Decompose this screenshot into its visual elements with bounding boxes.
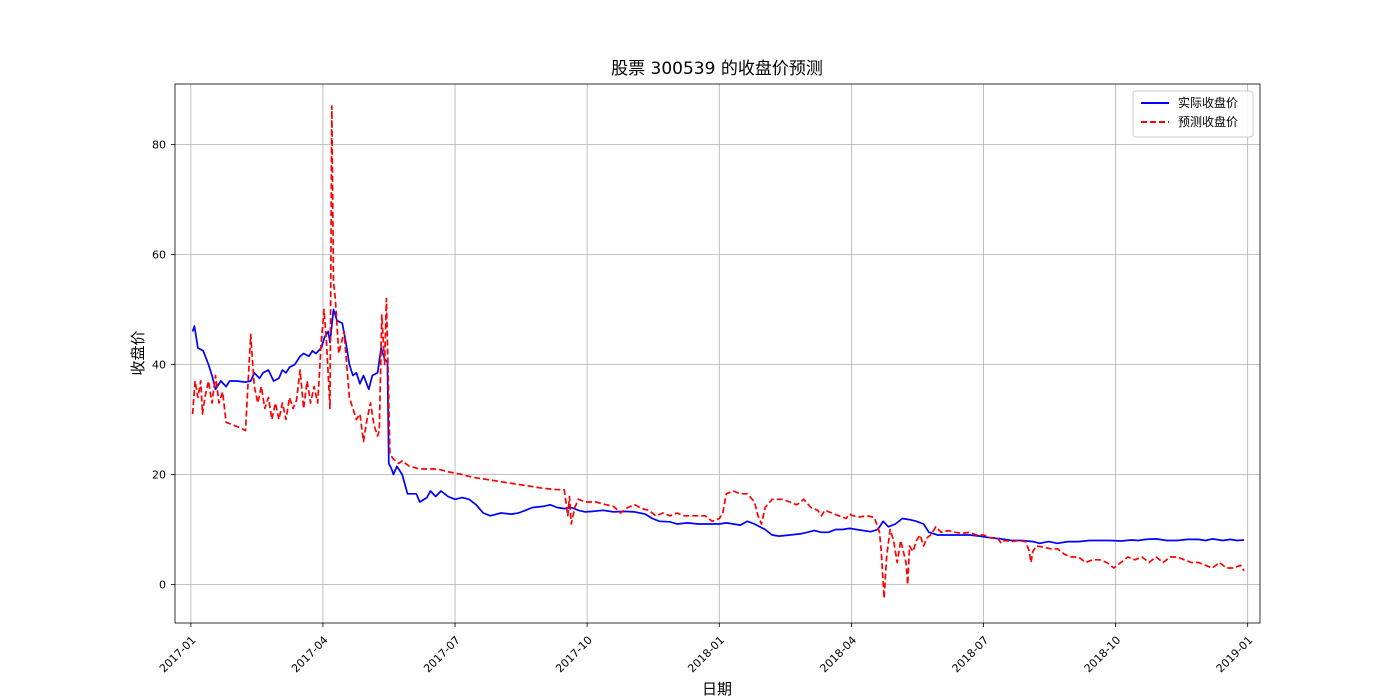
plot-frame <box>174 83 1261 624</box>
y-tick-label: 60 <box>152 249 166 262</box>
legend-label-actual: 实际收盘价 <box>1178 95 1238 110</box>
chart-title: 股票 300539 的收盘价预测 <box>611 59 823 79</box>
y-axis: 0 20 40 60 80 <box>152 139 175 592</box>
grid <box>175 84 1260 623</box>
series-layer <box>191 105 1245 600</box>
y-tick-label: 20 <box>152 469 166 482</box>
y-tick-label: 40 <box>152 359 166 372</box>
y-axis-label: 收盘价 <box>129 330 147 375</box>
y-tick-label: 0 <box>159 579 166 592</box>
legend-label-predicted: 预测收盘价 <box>1178 114 1238 129</box>
x-axis-label: 日期 <box>702 680 732 698</box>
series-actual-line <box>191 308 1245 545</box>
series-predicted-line <box>191 105 1245 600</box>
y-tick-label: 80 <box>152 139 166 152</box>
legend: 实际收盘价 预测收盘价 <box>1132 90 1254 138</box>
